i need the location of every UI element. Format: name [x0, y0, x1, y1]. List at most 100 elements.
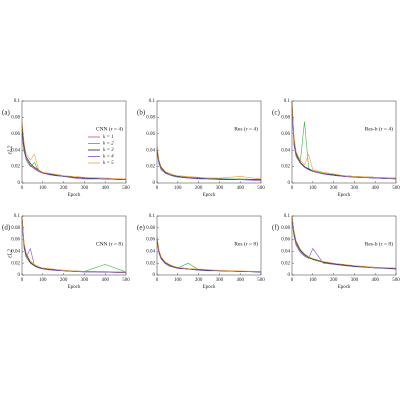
x-tick-label: 0 [21, 186, 24, 191]
series-line [21, 215, 127, 273]
series-line [291, 109, 397, 179]
series-line [156, 148, 261, 181]
panel-label: (e) [137, 224, 145, 232]
y-tick-label: 0 [18, 273, 21, 278]
plot-frame [21, 215, 127, 276]
y-tick-label: 0.02 [146, 165, 155, 170]
x-tick-label: 300 [81, 186, 89, 191]
x-tick-label: 300 [351, 186, 359, 191]
panel-label: (d) [2, 224, 11, 232]
y-tick-label: 0.1 [284, 214, 291, 219]
y-tick-label: 0.08 [281, 226, 290, 231]
y-tick-label: 0.04 [11, 250, 20, 255]
x-tick-label: 400 [371, 278, 379, 283]
panel-title: CNN (r = 8) [96, 240, 123, 247]
series-line [156, 242, 262, 273]
x-axis-label: Epoch [68, 193, 81, 198]
x-tick-label: 400 [371, 186, 379, 191]
legend-label: k = 2 [103, 142, 114, 147]
x-tick-label: 200 [195, 278, 203, 283]
y-tick-label: 0 [288, 273, 291, 278]
x-axis-label: Epoch [338, 285, 351, 290]
y-tick-label: 0.08 [11, 226, 20, 231]
x-tick-label: 100 [39, 278, 47, 283]
y-tick-label: 0 [18, 181, 21, 186]
panel-label: (a) [2, 109, 10, 117]
x-axis-label: Epoch [203, 193, 216, 198]
x-tick-label: 500 [392, 278, 400, 283]
series-line [21, 135, 127, 181]
x-tick-label: 300 [351, 278, 359, 283]
y-tick-label: 0.02 [281, 165, 290, 170]
series-line [21, 221, 127, 273]
y-tick-label: 0.04 [146, 148, 155, 153]
x-tick-label: 100 [174, 186, 182, 191]
legend-label: k = 4 [103, 155, 114, 160]
x-tick-label: 300 [216, 278, 224, 283]
panel-title: Res-b (r = 4) [365, 125, 393, 132]
x-tick-label: 400 [236, 278, 244, 283]
plot-frame [291, 215, 397, 276]
y-axis-label: εL2 [7, 146, 13, 155]
y-tick-label: 0.06 [281, 132, 290, 137]
y-tick-label: 0.1 [149, 214, 156, 219]
series-line [291, 100, 397, 179]
x-tick-label: 400 [236, 186, 244, 191]
series-line [291, 100, 397, 180]
x-tick-label: 100 [174, 278, 182, 283]
panel-label: (f) [272, 224, 280, 232]
panel-label: (c) [272, 109, 280, 117]
y-tick-label: 0.08 [146, 116, 155, 121]
panel-label: (b) [137, 109, 146, 117]
panel-title: Res-b (r = 8) [365, 240, 393, 247]
x-tick-label: 0 [156, 278, 159, 283]
y-tick-label: 0.08 [11, 116, 20, 121]
series-line [291, 221, 397, 270]
y-tick-label: 0.08 [146, 226, 155, 231]
x-tick-label: 400 [101, 278, 109, 283]
y-tick-label: 0.02 [11, 165, 20, 170]
x-axis-label: Epoch [203, 285, 216, 290]
y-tick-label: 0.04 [281, 148, 290, 153]
panel-title: Res (r = 8) [234, 240, 258, 247]
x-tick-label: 300 [216, 186, 224, 191]
x-tick-label: 500 [257, 186, 265, 191]
legend-label: k = 1 [103, 135, 114, 140]
x-tick-label: 0 [156, 186, 159, 191]
y-tick-label: 0.02 [146, 261, 155, 266]
plot-frame [291, 100, 397, 184]
series-line [156, 146, 262, 180]
x-tick-label: 500 [122, 278, 130, 283]
x-tick-label: 400 [101, 186, 109, 191]
panel-title: CNN (r = 4) [96, 125, 123, 132]
y-tick-label: 0.06 [11, 132, 20, 137]
x-tick-label: 200 [330, 278, 338, 283]
series-line [291, 215, 397, 269]
x-tick-label: 200 [330, 186, 338, 191]
y-tick-label: 0.1 [149, 99, 156, 104]
y-tick-label: 0 [153, 181, 156, 186]
x-tick-label: 200 [60, 278, 68, 283]
y-tick-label: 0.06 [146, 238, 155, 243]
series-line [156, 236, 262, 272]
plot-frame [21, 100, 127, 184]
y-tick-label: 0.06 [146, 132, 155, 137]
series-line [291, 215, 397, 269]
y-tick-label: 0.1 [284, 99, 291, 104]
y-axis-label: εL2 [7, 249, 13, 258]
y-tick-label: 0.04 [146, 250, 155, 255]
x-tick-label: 300 [81, 278, 89, 283]
y-tick-label: 0 [153, 273, 156, 278]
x-tick-label: 500 [392, 186, 400, 191]
y-tick-label: 0.06 [281, 238, 290, 243]
y-tick-label: 0.06 [11, 238, 20, 243]
x-axis-label: Epoch [68, 285, 81, 290]
x-tick-label: 200 [60, 186, 68, 191]
series-line [156, 153, 262, 181]
y-tick-label: 0.04 [11, 148, 20, 153]
panel-title: Res (r = 4) [234, 125, 258, 132]
legend-label: k = 5 [103, 161, 114, 166]
y-tick-label: 0 [288, 181, 291, 186]
y-tick-label: 0.08 [281, 116, 290, 121]
plot-frame [156, 100, 262, 184]
